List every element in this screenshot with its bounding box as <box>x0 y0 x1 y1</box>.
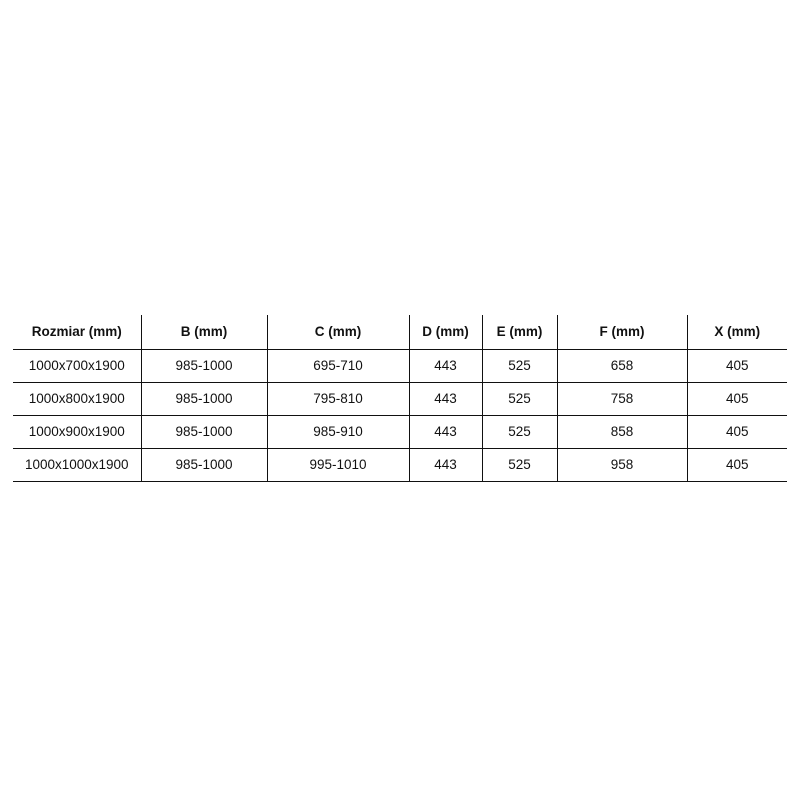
table-header-row: Rozmiar (mm) B (mm) C (mm) D (mm) E (mm)… <box>13 315 787 350</box>
cell-size: 1000x800x1900 <box>13 382 142 416</box>
cell-b: 985-1000 <box>140 382 268 416</box>
cell-e: 525 <box>481 382 558 416</box>
cell-b: 985-1000 <box>140 448 268 482</box>
cell-e: 525 <box>481 415 558 449</box>
cell-x: 405 <box>686 349 787 383</box>
column-header-c: C (mm) <box>266 315 410 350</box>
table-row: 1000x700x1900 985-1000 695-710 443 525 6… <box>13 349 787 383</box>
cell-d: 443 <box>408 415 483 449</box>
cell-x: 405 <box>686 448 787 482</box>
cell-f: 758 <box>556 382 688 416</box>
column-header-x: X (mm) <box>686 315 787 350</box>
cell-e: 525 <box>481 349 558 383</box>
cell-d: 443 <box>408 448 483 482</box>
dimensions-table: Rozmiar (mm) B (mm) C (mm) D (mm) E (mm)… <box>13 315 787 482</box>
specification-table-container: Rozmiar (mm) B (mm) C (mm) D (mm) E (mm)… <box>13 315 787 482</box>
cell-c: 695-710 <box>266 349 410 383</box>
table-row: 1000x1000x1900 985-1000 995-1010 443 525… <box>13 448 787 482</box>
table-row: 1000x800x1900 985-1000 795-810 443 525 7… <box>13 382 787 416</box>
table-body: 1000x700x1900 985-1000 695-710 443 525 6… <box>13 349 787 482</box>
cell-x: 405 <box>686 382 787 416</box>
column-header-d: D (mm) <box>408 315 483 350</box>
column-header-size: Rozmiar (mm) <box>13 315 142 350</box>
column-header-b: B (mm) <box>140 315 268 350</box>
cell-f: 658 <box>556 349 688 383</box>
cell-size: 1000x1000x1900 <box>13 448 142 482</box>
column-header-e: E (mm) <box>481 315 558 350</box>
cell-f: 958 <box>556 448 688 482</box>
table-header: Rozmiar (mm) B (mm) C (mm) D (mm) E (mm)… <box>13 315 787 350</box>
table-row: 1000x900x1900 985-1000 985-910 443 525 8… <box>13 415 787 449</box>
cell-x: 405 <box>686 415 787 449</box>
cell-size: 1000x700x1900 <box>13 349 142 383</box>
column-header-f: F (mm) <box>556 315 688 350</box>
cell-d: 443 <box>408 382 483 416</box>
cell-b: 985-1000 <box>140 349 268 383</box>
cell-c: 985-910 <box>266 415 410 449</box>
cell-size: 1000x900x1900 <box>13 415 142 449</box>
cell-e: 525 <box>481 448 558 482</box>
cell-f: 858 <box>556 415 688 449</box>
cell-b: 985-1000 <box>140 415 268 449</box>
cell-c: 795-810 <box>266 382 410 416</box>
cell-d: 443 <box>408 349 483 383</box>
cell-c: 995-1010 <box>266 448 410 482</box>
